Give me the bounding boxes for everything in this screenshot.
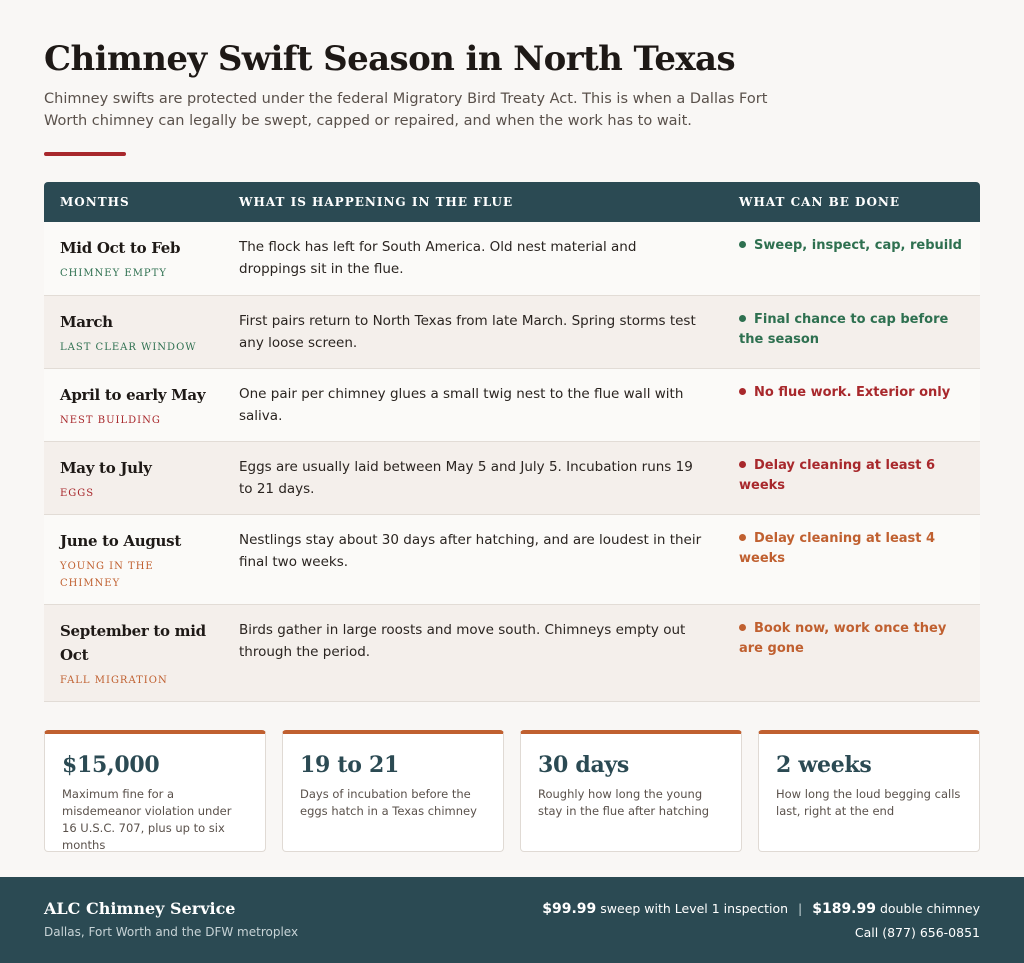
stat-card: 19 to 21 Days of incubation before the e…: [282, 729, 504, 852]
phase-label: NEST BUILDING: [60, 414, 161, 426]
phase-label: YOUNG IN THE CHIMNEY: [60, 560, 154, 589]
status-dot-icon: [739, 314, 746, 322]
table-row: September to mid Oct FALL MIGRATION Bird…: [44, 604, 980, 702]
action-cell: Sweep, inspect, cap, rebuild: [723, 222, 980, 296]
flue-description: Nestlings stay about 30 days after hatch…: [239, 531, 702, 570]
header-actions: WHAT CAN BE DONE: [723, 182, 980, 222]
season-table: MONTHS WHAT IS HAPPENING IN THE FLUE WHA…: [44, 182, 980, 702]
action-text: Delay cleaning at least 6 weeks: [739, 456, 964, 496]
action-text: Delay cleaning at least 4 weeks: [739, 529, 964, 569]
action-text: Final chance to cap before the season: [739, 310, 964, 350]
action-label: Book now, work once they are gone: [739, 620, 947, 656]
months-label: September to mid Oct: [60, 621, 206, 664]
description-cell: Nestlings stay about 30 days after hatch…: [223, 514, 723, 605]
action-cell: Delay cleaning at least 4 weeks: [723, 514, 980, 605]
sweep-price-text: sweep with Level 1 inspection: [600, 901, 789, 916]
action-label: Final chance to cap before the season: [739, 311, 949, 347]
stat-label: How long the loud begging calls last, ri…: [776, 786, 961, 818]
stats-row: $15,000 Maximum fine for a misdemeanor v…: [44, 729, 980, 852]
double-chimney-price: $189.99: [812, 901, 876, 917]
stat-card: $15,000 Maximum fine for a misdemeanor v…: [44, 729, 266, 852]
action-text: Sweep, inspect, cap, rebuild: [739, 236, 964, 256]
flue-description: Eggs are usually laid between May 5 and …: [239, 458, 693, 497]
months-label: Mid Oct to Feb: [60, 239, 181, 257]
description-cell: Eggs are usually laid between May 5 and …: [223, 441, 723, 515]
stat-value: 30 days: [538, 751, 629, 778]
phase-label: CHIMNEY EMPTY: [60, 268, 167, 279]
months-label: June to August: [60, 531, 181, 550]
months-cell: September to mid Oct FALL MIGRATION: [44, 604, 223, 702]
action-label: No flue work. Exterior only: [754, 384, 951, 400]
flue-description: The flock has left for South America. Ol…: [239, 239, 637, 277]
stat-card: 2 weeks How long the loud begging calls …: [758, 729, 980, 852]
status-dot-icon: [739, 387, 746, 395]
double-chimney-price-text: double chimney: [879, 901, 980, 916]
footer-pricing: $99.99 sweep with Level 1 inspection | $…: [542, 901, 980, 917]
footer-phone[interactable]: Call (877) 656-0851: [854, 925, 980, 940]
stat-value: 2 weeks: [776, 751, 872, 778]
action-cell: Final chance to cap before the season: [723, 295, 980, 369]
description-cell: The flock has left for South America. Ol…: [223, 222, 723, 296]
stat-value: $15,000: [62, 751, 160, 778]
phase-label: LAST CLEAR WINDOW: [60, 341, 197, 353]
action-label: Delay cleaning at least 6 weeks: [739, 457, 936, 493]
phase-label: FALL MIGRATION: [60, 674, 168, 686]
flue-description: Birds gather in large roosts and move so…: [239, 621, 686, 660]
months-label: May to July: [60, 458, 152, 477]
description-cell: One pair per chimney glues a small twig …: [223, 368, 723, 442]
status-dot-icon: [739, 533, 746, 541]
flue-description: First pairs return to North Texas from l…: [239, 312, 696, 351]
table-row: March LAST CLEAR WINDOW First pairs retu…: [44, 295, 980, 369]
footer-region: Dallas, Fort Worth and the DFW metroplex: [44, 925, 299, 939]
accent-rule: [44, 152, 126, 156]
table-row: Mid Oct to Feb CHIMNEY EMPTY The flock h…: [44, 222, 980, 296]
months-label: April to early May: [60, 385, 206, 404]
status-dot-icon: [739, 241, 746, 248]
status-dot-icon: [739, 460, 746, 468]
action-text: Book now, work once they are gone: [739, 619, 964, 659]
description-cell: First pairs return to North Texas from l…: [223, 295, 723, 369]
action-text: No flue work. Exterior only: [739, 383, 964, 403]
phase-label: EGGS: [60, 487, 95, 499]
months-cell: May to July EGGS: [44, 441, 223, 515]
status-dot-icon: [739, 623, 746, 631]
table-row: April to early May NEST BUILDING One pai…: [44, 368, 980, 442]
action-cell: No flue work. Exterior only: [723, 368, 980, 442]
stat-label: Roughly how long the young stay in the f…: [538, 786, 710, 818]
action-label: Sweep, inspect, cap, rebuild: [754, 238, 962, 253]
footer-brand: ALC Chimney Service: [44, 899, 236, 918]
page: Chimney Swift Season in North Texas Chim…: [44, 39, 980, 852]
description-cell: Birds gather in large roosts and move so…: [223, 604, 723, 702]
page-title: Chimney Swift Season in North Texas: [44, 39, 736, 79]
intro-text: Chimney swifts are protected under the f…: [44, 91, 768, 129]
header-months: MONTHS: [44, 182, 223, 222]
table-header-row: MONTHS WHAT IS HAPPENING IN THE FLUE WHA…: [44, 182, 980, 222]
flue-description: One pair per chimney glues a small twig …: [239, 385, 684, 424]
table-row: May to July EGGS Eggs are usually laid b…: [44, 441, 980, 515]
action-cell: Delay cleaning at least 6 weeks: [723, 441, 980, 515]
months-cell: March LAST CLEAR WINDOW: [44, 295, 223, 369]
months-label: March: [60, 312, 113, 331]
months-cell: June to August YOUNG IN THE CHIMNEY: [44, 514, 223, 605]
stat-card: 30 days Roughly how long the young stay …: [520, 729, 742, 852]
action-label: Delay cleaning at least 4 weeks: [739, 530, 936, 566]
stat-label: Maximum fine for a misdemeanor violation…: [62, 786, 232, 852]
footer: ALC Chimney Service Dallas, Fort Worth a…: [0, 877, 1024, 963]
action-cell: Book now, work once they are gone: [723, 604, 980, 702]
stat-label: Days of incubation before the eggs hatch…: [300, 786, 477, 818]
table-row: June to August YOUNG IN THE CHIMNEY Nest…: [44, 514, 980, 605]
months-cell: Mid Oct to Feb CHIMNEY EMPTY: [44, 222, 223, 296]
header-flue: WHAT IS HAPPENING IN THE FLUE: [223, 182, 723, 222]
stat-value: 19 to 21: [300, 751, 399, 778]
months-cell: April to early May NEST BUILDING: [44, 368, 223, 442]
sweep-price: $99.99: [542, 901, 597, 917]
price-separator: |: [798, 901, 803, 916]
